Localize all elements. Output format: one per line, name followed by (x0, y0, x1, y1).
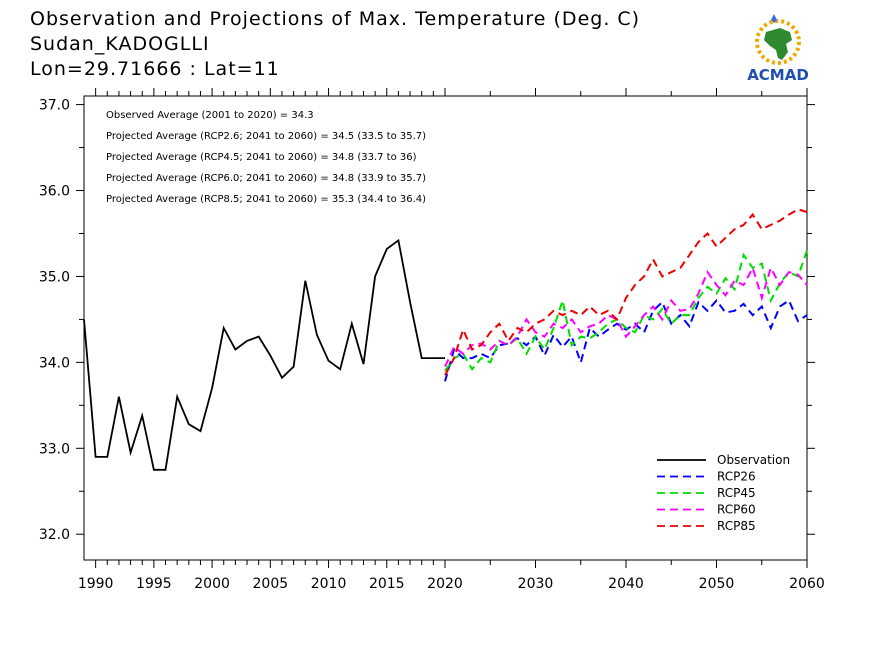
y-tick-label: 32.0 (39, 527, 70, 543)
annotation-line: Projected Average (RCP6.0; 2041 to 2060)… (106, 173, 426, 184)
x-tick-label: 2010 (311, 576, 347, 592)
legend: Observation RCP26 RCP45 RCP60 RCP85 (657, 453, 790, 533)
legend-label: RCP26 (717, 470, 756, 484)
station-coordinates: Lon=29.71666 : Lat=11 (30, 58, 280, 80)
x-tick-label: 2040 (608, 576, 644, 592)
series-line-observation (83, 238, 445, 471)
x-tick-label: 2005 (253, 576, 289, 592)
x-tick-label: 1990 (78, 576, 114, 592)
plot-frame (83, 95, 808, 561)
legend-label: RCP85 (717, 519, 756, 533)
logo-text: ACMAD (747, 66, 809, 84)
y-axis: 32.0 33.0 34.0 35.0 36.0 37.0 (39, 98, 815, 543)
station-name: Sudan_KADOGLLI (30, 33, 210, 55)
y-tick-label: 33.0 (39, 441, 70, 457)
annotation-line: Projected Average (RCP8.5; 2041 to 2060)… (106, 194, 426, 205)
x-tick-label: 2030 (518, 576, 554, 592)
x-tick-label: 1995 (136, 576, 172, 592)
annotation-line: Observed Average (2001 to 2020) = 34.3 (106, 110, 314, 121)
y-tick-label: 37.0 (39, 98, 70, 114)
x-tick-label: 2015 (369, 576, 405, 592)
x-axis: 1990 1995 2000 2005 2010 2015 2020 2030 2040 2050… (78, 88, 825, 592)
chart-title: Observation and Projections of Max. Temp… (30, 8, 641, 30)
acmad-logo: ACMAD (736, 8, 820, 84)
series-line-rcp85 (444, 208, 808, 376)
series-line-rcp60 (444, 265, 808, 368)
y-tick-label: 36.0 (39, 184, 70, 200)
y-tick-label: 34.0 (39, 355, 70, 371)
x-tick-label: 2050 (699, 576, 735, 592)
series-line-rcp45 (444, 250, 808, 372)
series-lines (83, 208, 808, 471)
annotation-line: Projected Average (RCP4.5; 2041 to 2060)… (106, 152, 417, 163)
annotations: Observed Average (2001 to 2020) = 34.3 Pr… (106, 110, 426, 205)
x-tick-label: 2020 (427, 576, 463, 592)
x-tick-label: 2060 (789, 576, 825, 592)
y-tick-label: 35.0 (39, 269, 70, 285)
annotation-line: Projected Average (RCP2.6; 2041 to 2060)… (106, 131, 426, 142)
x-tick-label: 2000 (194, 576, 230, 592)
legend-label: Observation (717, 453, 790, 467)
africa-map-icon: ACMAD (747, 14, 809, 84)
legend-label: RCP45 (717, 486, 756, 500)
legend-label: RCP60 (717, 503, 756, 517)
